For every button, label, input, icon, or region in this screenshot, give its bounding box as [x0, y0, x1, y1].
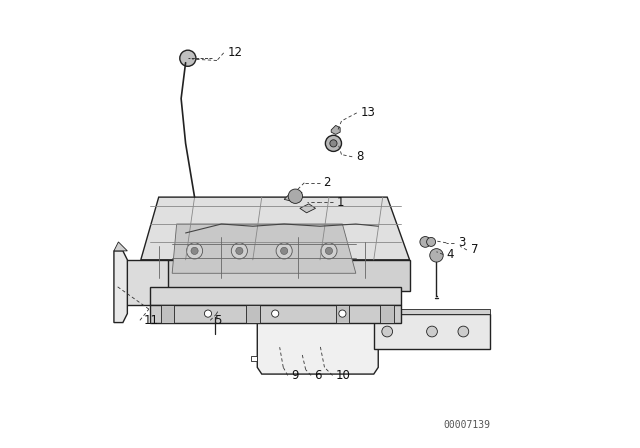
Circle shape	[276, 243, 292, 259]
Text: 11: 11	[143, 314, 159, 327]
Text: 7: 7	[470, 243, 478, 257]
Text: 10: 10	[336, 369, 351, 382]
Circle shape	[186, 243, 203, 259]
Circle shape	[325, 247, 333, 254]
Text: 1: 1	[337, 196, 344, 209]
Circle shape	[427, 326, 437, 337]
Polygon shape	[251, 356, 257, 361]
Circle shape	[458, 326, 468, 337]
Polygon shape	[300, 204, 316, 213]
Circle shape	[288, 189, 303, 203]
Circle shape	[330, 140, 337, 147]
Polygon shape	[336, 305, 349, 323]
Polygon shape	[172, 224, 356, 273]
Text: 12: 12	[227, 46, 243, 60]
Polygon shape	[141, 260, 410, 291]
Polygon shape	[161, 305, 174, 323]
Text: 2: 2	[324, 176, 331, 190]
Polygon shape	[284, 190, 302, 202]
Polygon shape	[332, 125, 340, 134]
Circle shape	[271, 310, 279, 317]
Circle shape	[420, 237, 431, 247]
Circle shape	[204, 310, 212, 317]
Text: 13: 13	[360, 106, 375, 120]
Text: 4: 4	[447, 248, 454, 261]
Polygon shape	[114, 251, 127, 323]
Circle shape	[236, 247, 243, 254]
Polygon shape	[150, 305, 401, 323]
Circle shape	[339, 310, 346, 317]
Circle shape	[325, 135, 342, 151]
Polygon shape	[150, 287, 401, 305]
Circle shape	[231, 243, 248, 259]
Text: 8: 8	[356, 150, 364, 164]
Polygon shape	[114, 242, 127, 251]
Circle shape	[180, 50, 196, 66]
Polygon shape	[246, 305, 260, 323]
Circle shape	[430, 249, 444, 262]
Text: 5: 5	[214, 314, 221, 327]
Circle shape	[321, 243, 337, 259]
Polygon shape	[380, 305, 394, 323]
Polygon shape	[374, 314, 490, 349]
Circle shape	[191, 247, 198, 254]
Text: 6: 6	[315, 369, 322, 382]
Text: 3: 3	[458, 236, 465, 250]
Polygon shape	[257, 311, 378, 323]
Circle shape	[209, 306, 220, 317]
Polygon shape	[257, 316, 378, 374]
Text: 9: 9	[291, 369, 299, 382]
Polygon shape	[123, 260, 168, 305]
Circle shape	[382, 326, 392, 337]
Text: 00007139: 00007139	[444, 420, 490, 430]
Polygon shape	[374, 309, 490, 314]
Polygon shape	[141, 197, 410, 260]
Circle shape	[280, 247, 288, 254]
Circle shape	[427, 237, 436, 246]
